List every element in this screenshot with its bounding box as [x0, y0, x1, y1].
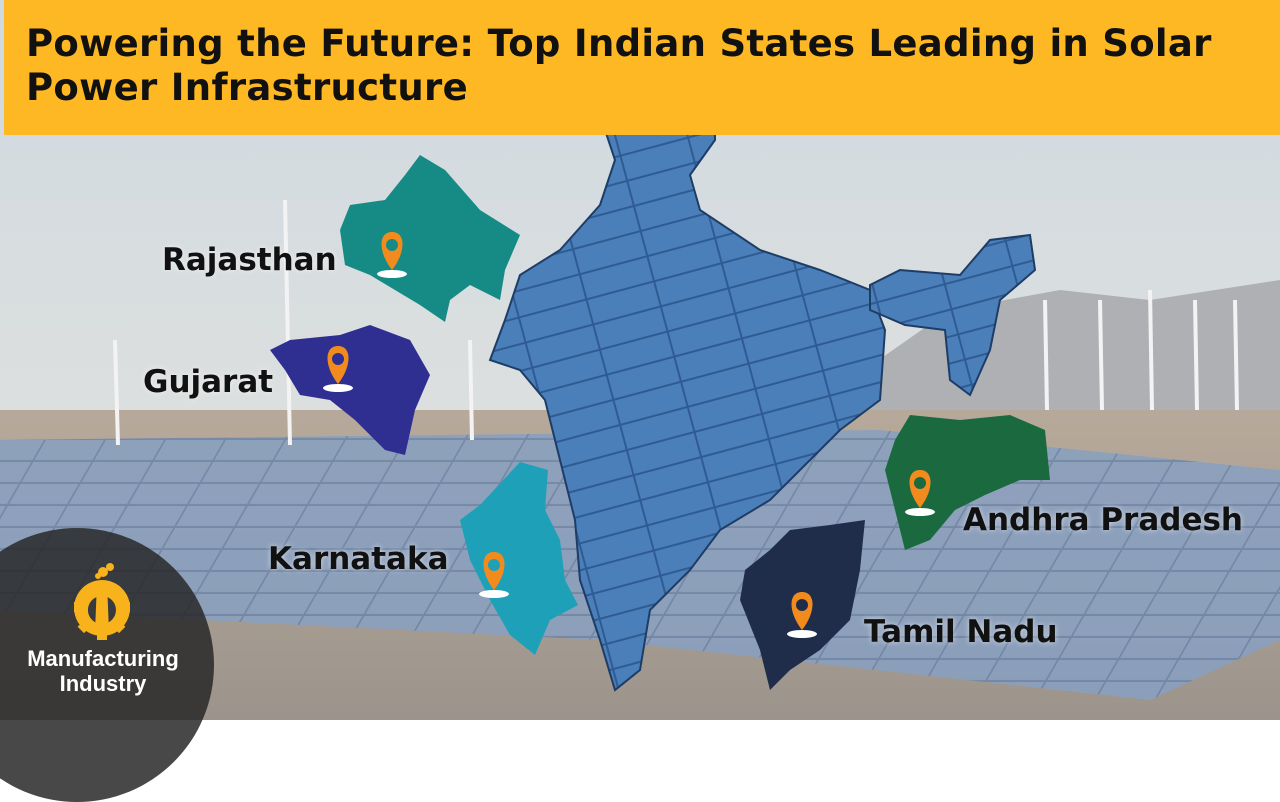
factory-gear-icon: [74, 563, 131, 640]
page-title: Powering the Future: Top Indian States L…: [26, 22, 1212, 109]
label-tamil-nadu: Tamil Nadu: [864, 614, 1058, 650]
india-map: [270, 78, 1050, 692]
map-pin-icon: [905, 470, 935, 516]
india-northeast: [869, 233, 1037, 397]
label-andhra-pradesh: Andhra Pradesh: [963, 502, 1243, 538]
logo-line2: Industry: [59, 671, 147, 696]
map-pin-icon: [323, 346, 353, 392]
logo-line1: Manufacturing: [27, 646, 179, 671]
map-pin-icon: [377, 232, 407, 278]
map-pin-icon: [479, 552, 509, 598]
map-pin-icon: [787, 592, 817, 638]
label-gujarat: Gujarat: [143, 364, 274, 400]
title-banner: Powering the Future: Top Indian States L…: [4, 0, 1280, 135]
logo-text: Manufacturing Industry: [0, 646, 206, 696]
state-rajasthan: [340, 155, 520, 322]
india-mainland: [488, 78, 887, 692]
label-karnataka: Karnataka: [268, 541, 449, 577]
label-rajasthan: Rajasthan: [162, 242, 337, 278]
state-karnataka: [460, 462, 578, 655]
state-andhra-pradesh: [885, 415, 1050, 550]
